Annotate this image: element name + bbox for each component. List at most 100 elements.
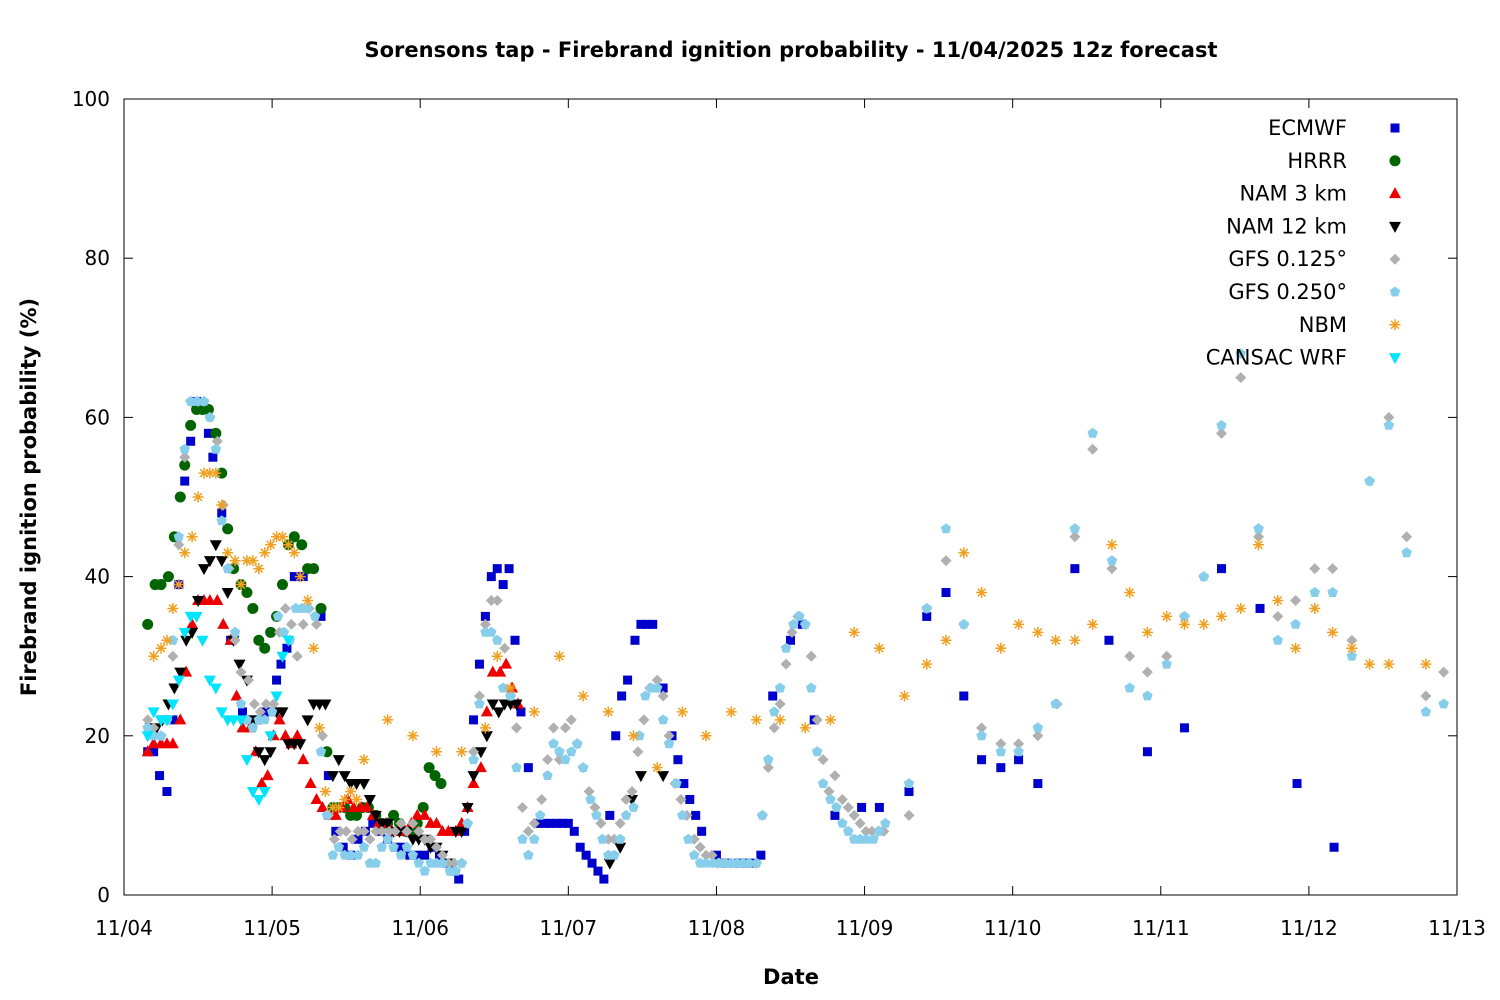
data-point: [180, 635, 193, 647]
series-nam-3-km: [141, 593, 524, 836]
data-point: [750, 714, 762, 726]
data-point: [198, 467, 210, 479]
data-point: [614, 842, 627, 854]
data-point: [528, 817, 540, 829]
legend-item-nbm: NBM: [1299, 313, 1401, 337]
data-point: [788, 618, 799, 629]
data-point: [1106, 555, 1118, 566]
data-point: [142, 618, 154, 630]
data-point: [1290, 618, 1301, 629]
data-point: [351, 809, 363, 821]
data-point: [417, 801, 429, 813]
data-point: [768, 691, 778, 701]
legend-marker: [1389, 155, 1401, 167]
data-point: [253, 563, 265, 575]
data-point: [297, 618, 309, 630]
data-point: [794, 610, 805, 621]
data-point: [658, 683, 668, 693]
data-point: [805, 650, 817, 662]
series-gfs-0-125: [142, 372, 1450, 869]
data-point: [338, 771, 351, 783]
x-tick-label: 11/12: [1280, 916, 1338, 940]
data-point: [1013, 738, 1025, 750]
data-point: [276, 659, 286, 669]
data-point: [614, 817, 626, 829]
data-point: [626, 786, 638, 798]
data-point: [540, 818, 550, 828]
data-point: [806, 682, 817, 693]
data-point: [203, 675, 216, 687]
data-point: [180, 665, 193, 677]
data-point: [675, 793, 687, 805]
data-point: [204, 467, 216, 479]
data-point: [192, 491, 204, 503]
data-point: [689, 849, 700, 860]
data-point: [577, 762, 589, 773]
data-point: [976, 587, 988, 599]
data-point: [474, 698, 485, 709]
data-point: [958, 547, 970, 559]
data-point: [259, 714, 270, 725]
data-point: [657, 714, 669, 725]
data-point: [431, 841, 443, 853]
data-point: [560, 754, 571, 765]
data-point: [368, 818, 378, 828]
data-point: [272, 675, 282, 685]
data-point: [209, 540, 222, 552]
data-point: [700, 849, 712, 861]
data-point: [161, 634, 173, 646]
data-point: [517, 833, 528, 844]
data-point: [323, 771, 333, 781]
data-point: [1253, 539, 1265, 551]
data-point: [247, 602, 259, 614]
data-point: [401, 825, 413, 837]
data-point: [763, 754, 774, 765]
data-point: [276, 651, 289, 663]
data-point: [842, 801, 854, 813]
x-tick-label: 11/06: [391, 916, 449, 940]
legend-label: NBM: [1299, 313, 1347, 337]
data-point: [370, 825, 382, 837]
data-point: [461, 802, 474, 814]
x-tick-label: 11/13: [1428, 916, 1486, 940]
data-point: [302, 602, 313, 613]
data-point: [204, 411, 216, 422]
data-point: [389, 825, 401, 837]
data-point: [264, 747, 277, 759]
data-point: [229, 634, 241, 646]
legend-marker: [1389, 353, 1401, 365]
data-point: [609, 849, 620, 860]
data-point: [1087, 618, 1099, 630]
data-point: [1050, 698, 1061, 709]
data-point: [261, 769, 274, 781]
data-point: [762, 762, 774, 774]
data-point: [1142, 747, 1152, 757]
data-point: [235, 579, 247, 591]
data-point: [774, 682, 786, 693]
data-point: [155, 579, 167, 591]
data-point: [557, 818, 567, 828]
data-point: [529, 833, 540, 844]
data-point: [253, 634, 265, 646]
data-point: [1235, 602, 1247, 614]
series-cansac-wrf: [141, 611, 295, 806]
data-point: [1161, 658, 1172, 669]
data-point: [215, 556, 228, 568]
data-point: [903, 778, 915, 788]
data-point: [420, 850, 430, 860]
data-point: [780, 658, 792, 670]
data-point: [429, 770, 441, 782]
data-point: [995, 746, 1006, 757]
data-point: [769, 706, 780, 717]
data-point: [854, 817, 866, 829]
data-point: [940, 555, 952, 567]
data-point: [504, 564, 514, 574]
data-point: [155, 771, 165, 781]
data-point: [1124, 587, 1136, 599]
data-point: [1364, 475, 1375, 486]
data-point: [486, 626, 497, 637]
data-point: [830, 810, 840, 820]
data-point: [593, 866, 603, 876]
data-point: [1104, 635, 1114, 645]
data-point: [817, 754, 829, 766]
